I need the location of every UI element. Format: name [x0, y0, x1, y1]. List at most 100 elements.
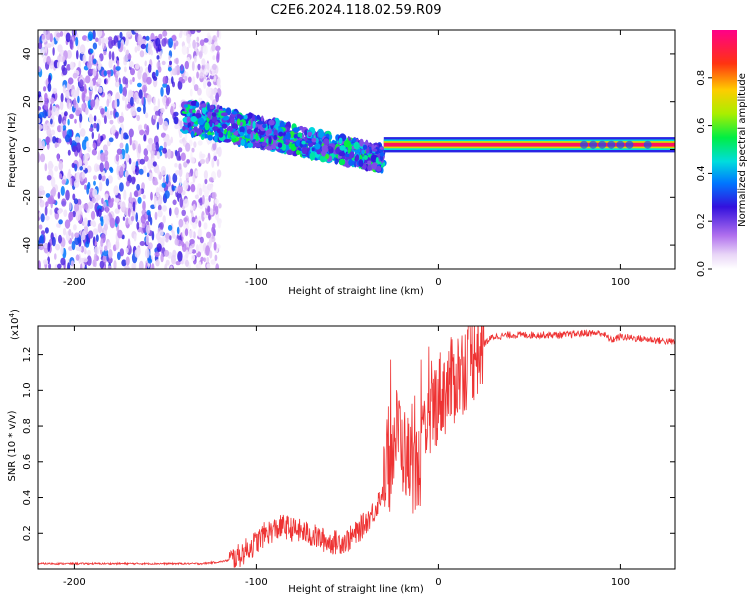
heatmap-cell	[102, 201, 107, 209]
heatmap-cell	[181, 209, 186, 216]
heatmap-cell	[89, 91, 92, 101]
heatmap-cell	[131, 262, 135, 269]
heatmap-cell	[173, 42, 176, 50]
heatmap-cell	[140, 43, 147, 50]
heatmap-cell	[194, 113, 202, 119]
heatmap-cell	[268, 119, 275, 126]
heatmap-cell	[116, 148, 123, 155]
heatmap-cell	[71, 175, 75, 186]
heatmap-cell	[206, 256, 210, 264]
heatmap-cell	[114, 208, 119, 214]
heatmap-cell	[362, 144, 368, 150]
heatmap-cell	[198, 187, 203, 197]
heatmap-cell	[136, 221, 140, 230]
heatmap-cell	[39, 234, 45, 245]
heatmap-cell	[119, 248, 125, 257]
heatmap-cell	[151, 142, 156, 152]
heatmap-cell	[122, 95, 126, 101]
heatmap-cell	[82, 54, 87, 64]
heatmap-cell	[139, 50, 145, 58]
heatmap-cell	[212, 142, 217, 151]
heatmap-cell	[137, 196, 142, 204]
heatmap-cell	[199, 72, 204, 79]
heatmap-cell	[351, 138, 357, 143]
heatmap-cell	[127, 238, 131, 249]
heatmap-cell	[209, 207, 214, 216]
heatmap-cell	[51, 186, 56, 197]
heatmap-cell	[38, 224, 43, 230]
heatmap-cell	[75, 210, 81, 222]
heatmap-cell	[201, 211, 205, 222]
colorbar-ticks: 0.0 0.2 0.4 0.6 0.8	[696, 70, 712, 277]
heatmap-cell	[157, 98, 160, 109]
heatmap-cell	[109, 167, 114, 173]
heatmap-cell	[52, 87, 58, 94]
heatmap-cell	[138, 260, 144, 269]
heatmap-cell	[252, 120, 256, 130]
heatmap-cell	[159, 230, 164, 237]
heatmap-cell	[172, 173, 178, 184]
heatmap-cell	[54, 142, 58, 149]
heatmap-cell	[213, 75, 217, 83]
heatmap-cell	[204, 68, 209, 76]
heatmap-cell	[189, 88, 193, 97]
heatmap-cell	[180, 152, 186, 161]
heatmap-cell	[103, 115, 107, 124]
heatmap-cell	[106, 140, 111, 147]
heatmap-cell	[382, 162, 386, 167]
heatmap-cell	[133, 233, 137, 242]
heatmap-cell	[213, 155, 217, 162]
snr-scale-prefix: (x10	[10, 317, 21, 340]
heatmap-cell	[45, 215, 50, 221]
heatmap-cell	[115, 66, 121, 71]
heatmap-cell	[119, 31, 123, 39]
heatmap-cell	[273, 134, 278, 141]
heatmap-cell	[338, 151, 346, 157]
heatmap-cell	[186, 116, 191, 123]
heatmap-cell	[117, 204, 121, 210]
heatmap-cell	[200, 103, 207, 108]
heatmap-cell	[207, 205, 211, 213]
heatmap-cell	[162, 147, 168, 154]
heatmap-cell	[62, 84, 66, 94]
x-tick-label: -200	[63, 277, 86, 288]
heatmap-cell	[87, 230, 94, 239]
heatmap-cell	[81, 230, 86, 241]
heatmap-cell	[146, 76, 152, 85]
heatmap-cell	[332, 140, 337, 145]
y-tick-label: 0.4	[22, 490, 33, 506]
heatmap-cell	[153, 76, 158, 81]
heatmap-cell	[107, 265, 112, 269]
heatmap-cell	[128, 60, 134, 68]
heatmap-cell	[201, 64, 205, 70]
heatmap-cell	[133, 93, 137, 103]
y-tick-label: 0.6	[22, 454, 33, 470]
heatmap-cell	[84, 249, 87, 255]
heatmap-cell	[160, 165, 166, 176]
heatmap-cell	[155, 141, 159, 152]
heatmap-cell	[211, 112, 217, 117]
heatmap-cell	[239, 126, 245, 133]
heatmap-cell	[80, 245, 85, 253]
heatmap-cell	[216, 53, 220, 63]
heatmap-cell	[177, 184, 183, 194]
heatmap-cell	[102, 144, 108, 152]
heatmap-cell	[39, 153, 46, 163]
heatmap-cell	[89, 127, 94, 132]
heatmap-cell	[217, 220, 222, 229]
heatmap-cell	[178, 147, 183, 153]
heatmap-cell	[43, 86, 47, 92]
heatmap-cell	[214, 198, 219, 204]
heatmap-cell	[189, 248, 193, 254]
heatmap-cell	[119, 166, 124, 176]
heatmap-cell	[190, 184, 196, 193]
heatmap-cell	[87, 60, 92, 70]
y-tick-label: 0.2	[22, 525, 33, 541]
heatmap-cell	[174, 66, 177, 76]
heatmap-cell	[71, 232, 74, 240]
heatmap-cell	[266, 145, 273, 151]
y-tick-label: -40	[22, 237, 33, 253]
heatmap-cell	[321, 149, 327, 157]
heatmap-cell	[616, 140, 625, 149]
heatmap-cell	[44, 92, 48, 102]
